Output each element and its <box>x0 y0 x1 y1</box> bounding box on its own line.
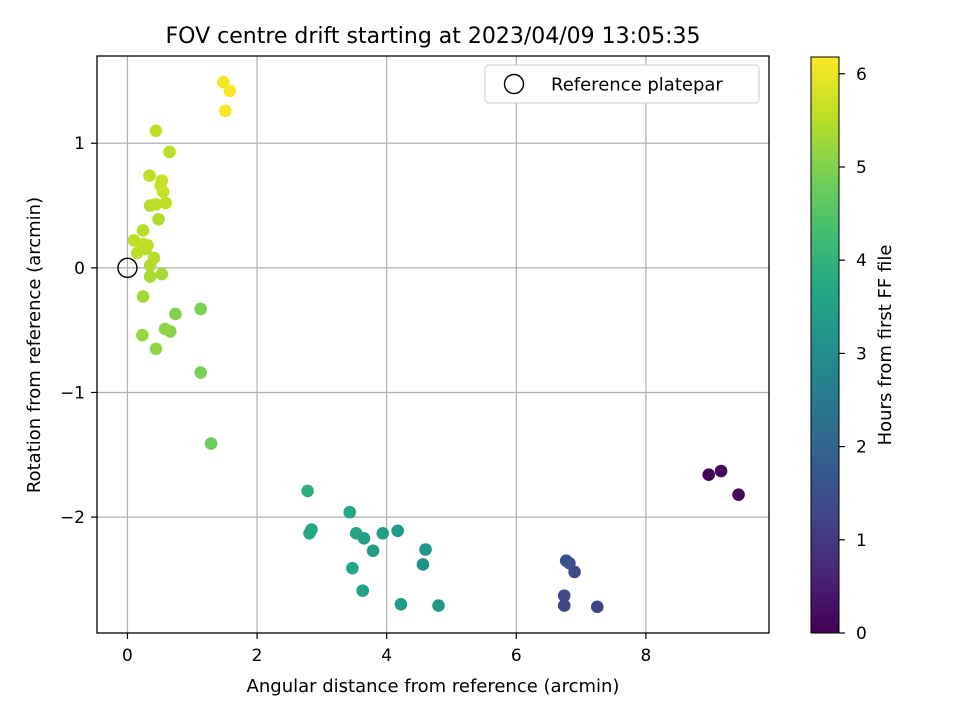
data-point <box>136 237 150 251</box>
data-point <box>152 212 165 226</box>
data-point <box>590 600 604 614</box>
data-point <box>136 328 149 342</box>
y-tick-label: −1 <box>60 383 85 403</box>
data-point <box>158 322 172 336</box>
data-point <box>169 307 182 321</box>
y-axis-label: Rotation from reference (arcmin) <box>24 197 45 493</box>
data-point <box>136 224 150 237</box>
y-tick-label: 1 <box>74 134 85 154</box>
data-point <box>357 531 371 545</box>
data-point <box>149 342 163 356</box>
data-point <box>301 484 314 498</box>
data-point <box>149 198 163 211</box>
legend: Reference platepar <box>484 64 760 104</box>
data-point <box>416 558 430 571</box>
plot-frame <box>96 55 770 634</box>
data-point <box>143 270 157 283</box>
data-point <box>702 468 716 482</box>
data-point <box>194 302 207 316</box>
data-point <box>714 464 728 478</box>
data-point <box>732 488 745 501</box>
data-point <box>356 584 369 597</box>
data-point <box>155 267 169 281</box>
legend-label: Reference platepar <box>551 75 723 96</box>
x-tick-label: 6 <box>511 646 522 666</box>
data-point <box>143 169 156 182</box>
data-point <box>557 599 571 612</box>
data-point <box>305 523 318 536</box>
colorbar-tick-label: 1 <box>856 531 867 551</box>
data-point <box>155 174 169 187</box>
x-tick-label: 8 <box>640 646 651 666</box>
x-tick-label: 0 <box>122 646 133 666</box>
data-point <box>149 124 163 138</box>
x-tick-label: 2 <box>252 646 263 666</box>
x-axis-ticks: 0 2 4 6 8 <box>122 633 651 666</box>
data-point <box>204 437 218 450</box>
data-point <box>343 505 357 519</box>
y-tick-label: −2 <box>60 508 85 528</box>
reference-point <box>117 257 138 279</box>
data-point <box>147 251 161 265</box>
colorbar-gradient <box>810 56 840 634</box>
legend-box <box>484 64 760 104</box>
colorbar-tick-label: 5 <box>856 158 867 178</box>
y-axis-ticks: −2 −1 0 1 <box>60 134 97 528</box>
data-point <box>219 104 232 118</box>
data-point <box>432 599 445 612</box>
colorbar-tick-label: 0 <box>856 624 867 644</box>
data-point <box>376 527 390 540</box>
data-point <box>557 589 571 602</box>
grid-lines <box>97 56 769 633</box>
colorbar-label: Hours from first FF file <box>875 245 896 446</box>
x-tick-label: 4 <box>381 646 392 666</box>
data-point <box>194 366 207 379</box>
data-point <box>163 145 176 159</box>
chart-title: FOV centre drift starting at 2023/04/09 … <box>166 24 701 49</box>
data-point <box>223 84 237 98</box>
data-point <box>419 543 432 556</box>
colorbar-tick-label: 6 <box>856 65 867 85</box>
legend-marker <box>503 73 525 95</box>
reference-marker <box>117 257 138 279</box>
data-point <box>217 75 230 89</box>
data-points <box>127 75 745 614</box>
colorbar-tick-label: 2 <box>856 438 867 458</box>
data-point <box>394 598 408 611</box>
colorbar: 0 1 2 3 4 5 6 Hours from first FF file <box>810 56 896 644</box>
data-point <box>159 196 172 210</box>
x-axis-label: Angular distance from reference (arcmin) <box>247 676 620 697</box>
data-point <box>346 561 359 575</box>
colorbar-tick-label: 4 <box>856 251 867 271</box>
y-tick-label: 0 <box>74 259 85 279</box>
colorbar-tick-label: 3 <box>856 344 867 364</box>
data-point <box>391 524 404 538</box>
data-point <box>568 565 581 579</box>
data-point <box>366 544 380 558</box>
colorbar-ticks: 0 1 2 3 4 5 6 <box>839 65 867 644</box>
data-point <box>136 290 150 303</box>
